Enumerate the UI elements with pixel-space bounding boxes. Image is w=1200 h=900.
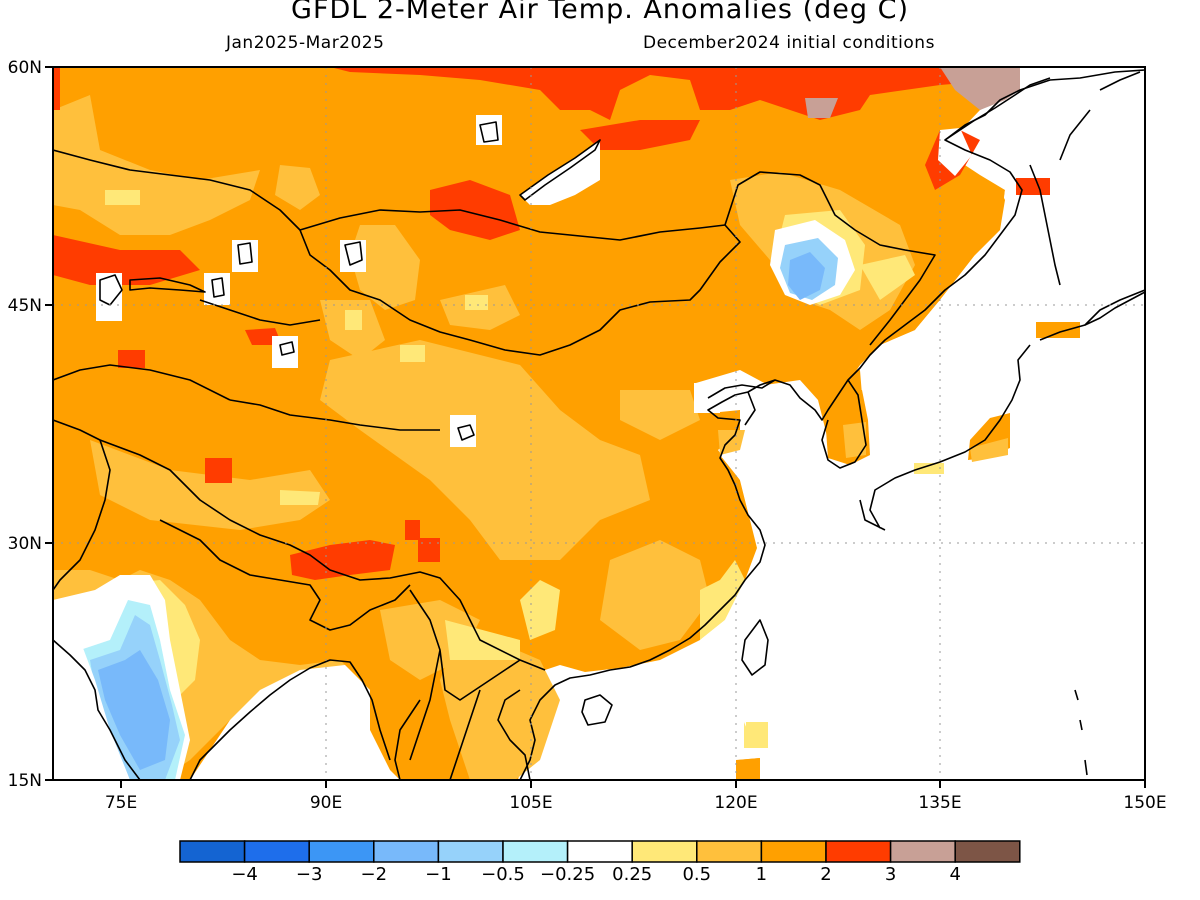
lake-balkhash [129, 277, 206, 293]
japan-yellow [914, 463, 944, 474]
colorbar-label: 0.5 [682, 864, 711, 885]
colorbar-swatch [889, 840, 956, 863]
anomaly-neg-1-northeast [788, 252, 825, 300]
colorbar-label: −0.25 [540, 864, 595, 885]
colorbar-label: 1 [756, 864, 767, 885]
lon-tick-label: 135E [918, 793, 961, 813]
anomaly-field [53, 67, 1145, 780]
colorbar-label: −2 [361, 864, 388, 885]
colorbar-swatch [437, 840, 504, 863]
colorbar-label: 0.25 [612, 864, 652, 885]
japan-hokkaido-anomaly [1036, 322, 1080, 338]
ocean-bay-of-bengal [190, 665, 400, 780]
border-kazakhstan [53, 149, 301, 401]
tick-marks [45, 66, 1146, 788]
coastline-kamchatka [1059, 71, 1141, 161]
border-himalaya [99, 439, 546, 671]
lake-baikal [519, 139, 601, 201]
initial-conditions: December2024 initial conditions [643, 33, 935, 53]
lake-small-4 [211, 277, 225, 298]
japan-honshu-light [970, 438, 1008, 462]
valid-period: Jan2025-Mar2025 [226, 33, 385, 53]
colorbar-swatch [308, 840, 375, 863]
lon-tick-label: 90E [310, 793, 342, 813]
latitude-labels: 60N 45N 30N 15N [8, 58, 42, 791]
russia-coast-anomaly [872, 190, 1005, 345]
lat-tick-label: 60N [8, 58, 42, 78]
lake-small-2 [344, 241, 363, 266]
taiwan-anomaly-3 [736, 758, 760, 780]
korea-anomaly-light [843, 422, 866, 458]
coastline-sakhalin [1029, 164, 1061, 286]
coastline-hainan [581, 694, 613, 726]
colorbar-label: −3 [296, 864, 323, 885]
aral-sea [99, 274, 123, 306]
border-pakistan [53, 419, 111, 591]
colorbar-swatch [825, 840, 892, 863]
lon-tick-label: 150E [1123, 793, 1166, 813]
colorbar-label: 4 [949, 864, 960, 885]
colorbar-label: −0.5 [481, 864, 525, 885]
longitude-labels: 75E 90E 105E 120E 135E 150E [105, 793, 1167, 813]
colorbar [179, 840, 1021, 863]
colorbar-label: −4 [231, 864, 258, 885]
border-central-asia [199, 299, 440, 431]
lat-tick-label: 45N [8, 296, 42, 316]
anomaly-neg-1-india [98, 650, 170, 770]
map-title: GFDL 2-Meter Air Temp. Anomalies (deg C) [291, 0, 909, 25]
colorbar-labels: −4 −3 −2 −1 −0.5 −0.25 0.25 0.5 1 2 3 4 [231, 864, 961, 885]
border-china-russia-ne [724, 171, 936, 346]
colorbar-swatch [502, 840, 569, 863]
bonin-islands [1074, 689, 1088, 776]
colorbar-swatch [631, 840, 698, 863]
lon-tick-label: 75E [105, 793, 137, 813]
border-mongolia [299, 209, 741, 356]
colorbar-label: −1 [425, 864, 452, 885]
coastline-indochina [394, 689, 531, 780]
colorbar-swatch [954, 840, 1021, 863]
lake-qinghai [457, 424, 475, 441]
lat-tick-label: 15N [8, 771, 42, 791]
coastline-japan [859, 289, 1145, 531]
okhotsk-coast [944, 77, 1051, 141]
lon-tick-label: 105E [509, 793, 552, 813]
lake-small-3 [479, 121, 499, 143]
lake-blank-cells [96, 67, 1145, 780]
colorbar-swatch [373, 840, 440, 863]
border-india-nepal [159, 519, 411, 631]
taiwan-anomaly-2 [746, 722, 768, 748]
lake-small-1 [279, 341, 295, 356]
border-southeast-asia [409, 589, 521, 761]
ocean-arabian-sea [53, 620, 130, 780]
colorbar-swatch [243, 840, 310, 863]
lake-small-5 [237, 242, 253, 265]
colorbar-swatch [696, 840, 763, 863]
coastlines-borders [53, 69, 1145, 780]
anomaly-3-4-spot [805, 98, 838, 118]
lat-tick-label: 30N [8, 534, 42, 554]
bohai-coast [707, 379, 776, 426]
colorbar-label: 2 [820, 864, 831, 885]
gridlines [53, 67, 1145, 780]
hainan-anomaly [578, 692, 612, 728]
coastline-korea [821, 379, 867, 469]
coastline-india [53, 639, 391, 780]
colorbar-swatch [179, 840, 246, 863]
colorbar-label: 3 [885, 864, 896, 885]
kuril-islands [1084, 291, 1145, 326]
lon-tick-label: 120E [714, 793, 757, 813]
colorbar-swatch [566, 840, 633, 863]
colorbar-swatch [760, 840, 827, 863]
shandong-anomaly [718, 430, 745, 455]
map-frame [52, 66, 1146, 781]
sakhalin-anomaly [1016, 178, 1050, 195]
coastline-taiwan [741, 619, 769, 676]
